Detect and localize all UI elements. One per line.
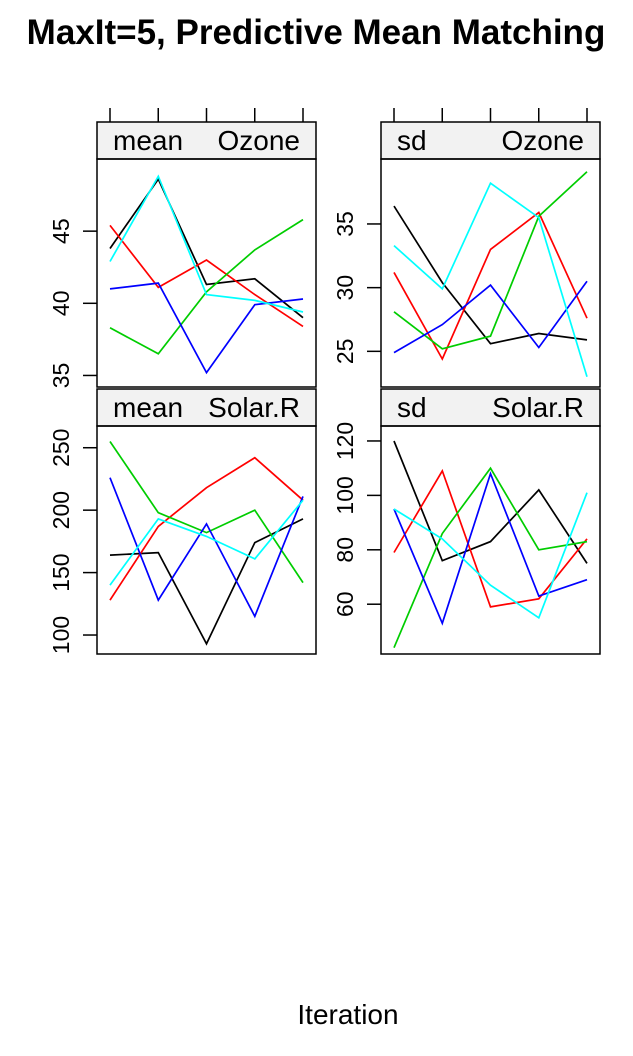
y-tick-label: 150: [48, 553, 74, 591]
strip-label-variable: Ozone: [502, 125, 585, 156]
series-line-5: [393, 181, 588, 378]
y-tick-label: 100: [48, 616, 74, 654]
series-line-3: [393, 171, 588, 350]
panel-frame: [96, 158, 317, 388]
strip-header: [380, 388, 601, 427]
series-line-1: [393, 440, 588, 564]
panel-mean-Solar.R: mean Solar.R 100 150 200 250: [48, 388, 317, 655]
y-tick-label: 80: [332, 537, 358, 563]
plot-title: MaxIt=5, Predictive Mean Matching: [27, 13, 606, 52]
y-tick-label: 250: [48, 429, 74, 467]
series-line-5: [393, 492, 588, 620]
strip-label-stat: mean: [113, 125, 183, 156]
y-tick-label: 30: [332, 275, 358, 301]
y-tick-label: 40: [48, 291, 74, 317]
strip-label-stat: mean: [113, 392, 183, 423]
series-line-5: [109, 499, 304, 586]
series-line-2: [109, 456, 304, 601]
strip-label-variable: Solar.R: [492, 392, 584, 423]
y-tick-label: 200: [48, 491, 74, 529]
y-tick-label: 45: [48, 218, 74, 244]
strip-label-stat: sd: [397, 392, 427, 423]
y-tick-label: 120: [332, 422, 358, 460]
y-tick-label: 35: [48, 363, 74, 389]
panel-frame: [96, 425, 317, 655]
series-line-2: [109, 224, 304, 328]
series-line-4: [109, 282, 304, 375]
y-tick-label: 100: [332, 476, 358, 514]
series-line-3: [393, 466, 588, 649]
panels-group: mean Ozone 35 40 45 sd Ozone 25 30 35 mean Solar.R 1…: [48, 108, 601, 655]
strip-header: [96, 121, 317, 160]
series-line-4: [109, 477, 304, 619]
series-line-5: [109, 174, 304, 313]
series-line-1: [393, 205, 588, 345]
strip-header: [96, 388, 317, 427]
panel-frame: [380, 158, 601, 388]
series-line-2: [393, 468, 588, 608]
series-line-3: [109, 441, 304, 584]
x-axis-label: Iteration: [297, 999, 398, 1030]
series-line-2: [393, 211, 588, 361]
y-tick-label: 60: [332, 591, 358, 617]
strip-label-variable: Ozone: [218, 125, 301, 156]
series-line-4: [393, 471, 588, 626]
panel-frame: [380, 425, 601, 655]
y-tick-label: 35: [332, 211, 358, 237]
series-line-1: [109, 177, 304, 319]
y-tick-label: 25: [332, 339, 358, 365]
strip-label-stat: sd: [397, 125, 427, 156]
strip-label-variable: Solar.R: [208, 392, 300, 423]
panel-sd-Ozone: sd Ozone 25 30 35: [332, 108, 601, 388]
series-line-4: [393, 280, 588, 354]
series-line-3: [109, 218, 304, 355]
panel-sd-Solar.R: sd Solar.R 60 80 100 120: [332, 388, 601, 655]
panel-mean-Ozone: mean Ozone 35 40 45: [48, 108, 317, 389]
